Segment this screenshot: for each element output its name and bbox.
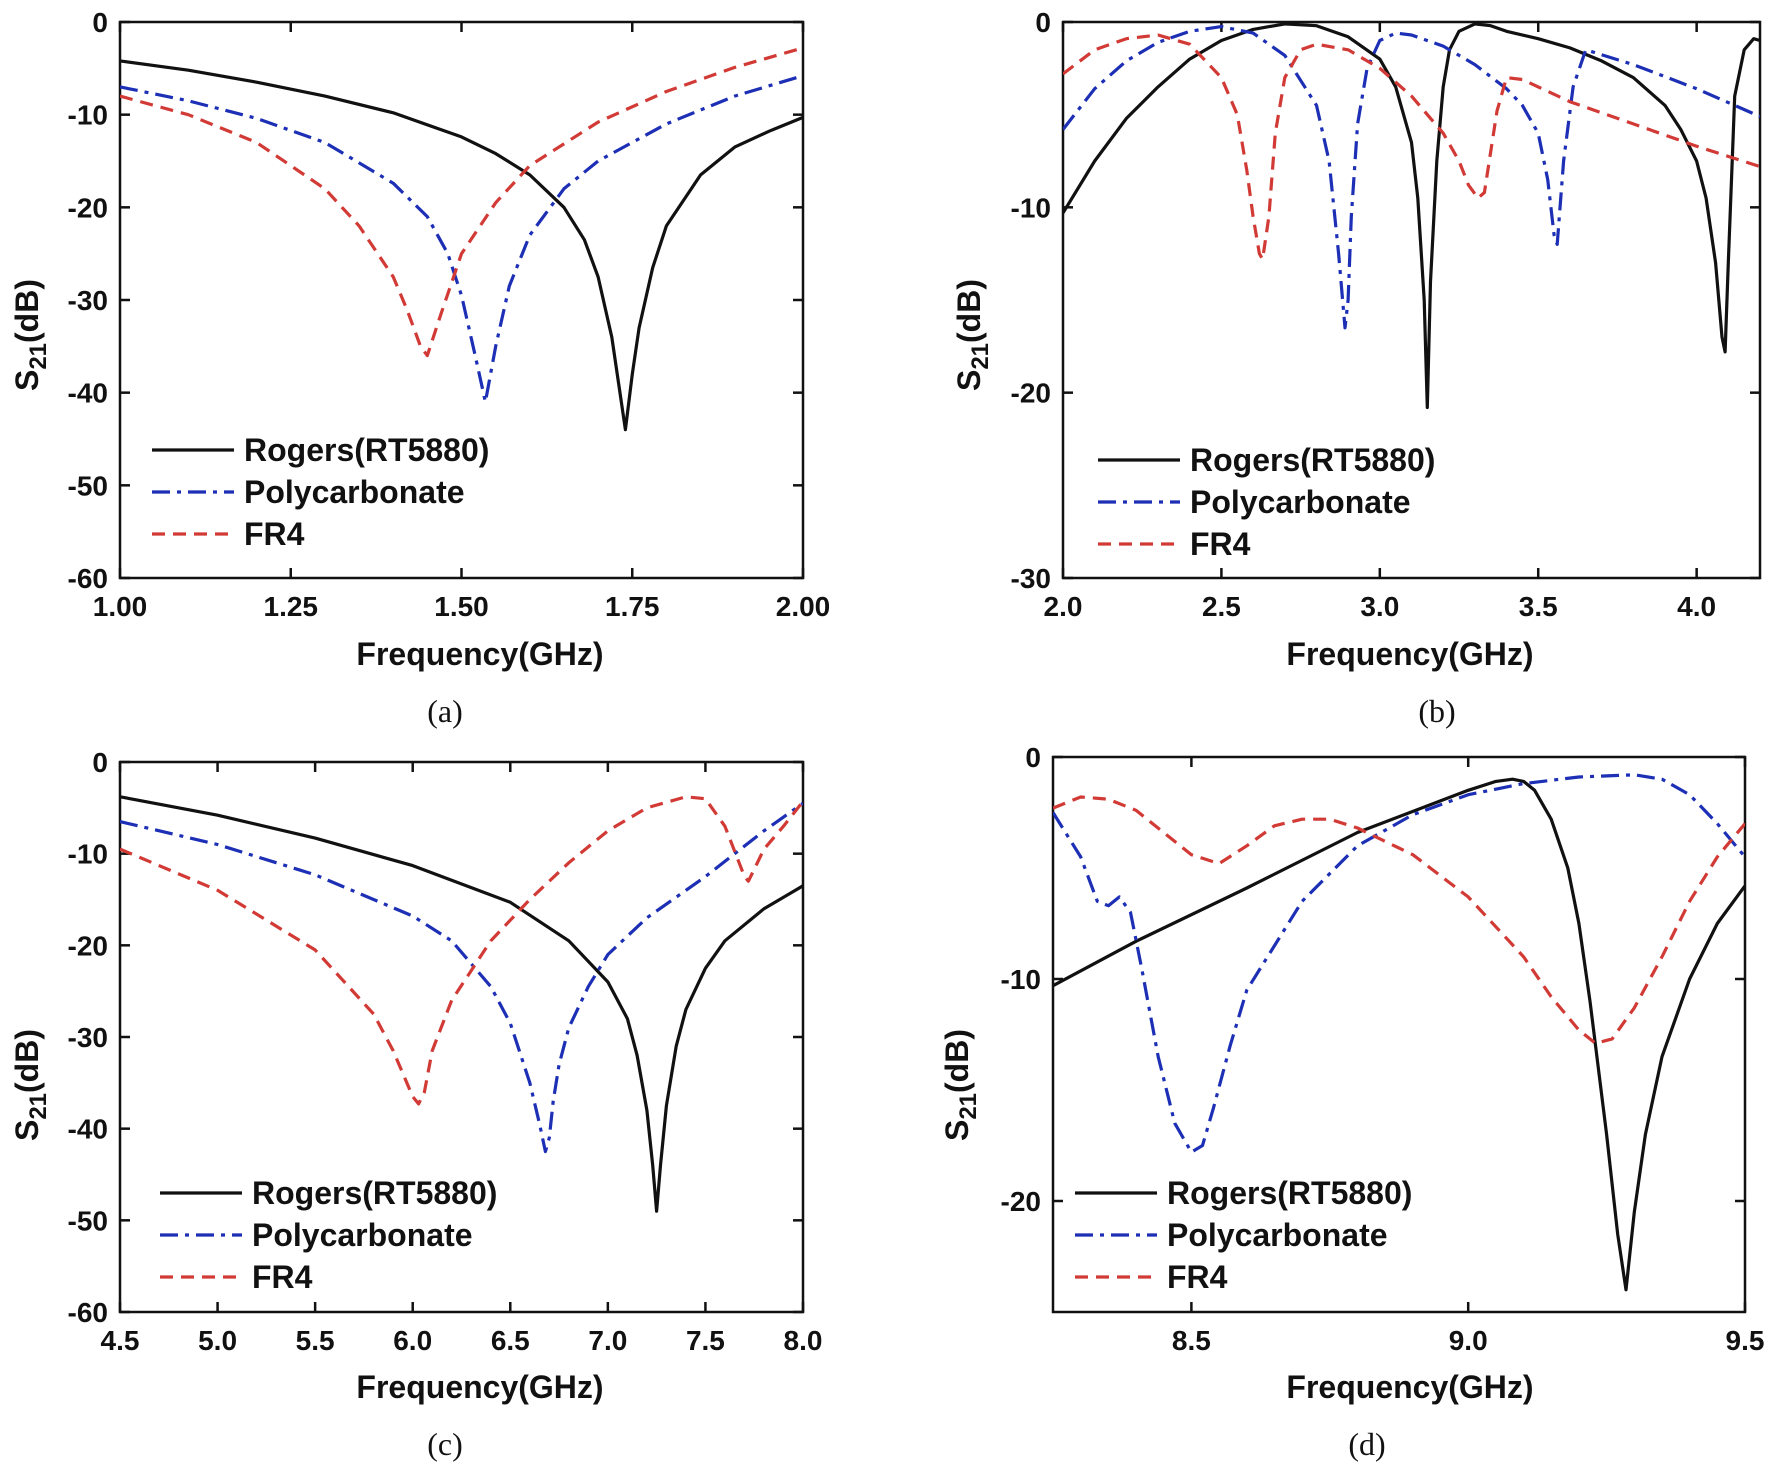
x-tick-label: 4.5 xyxy=(101,1325,140,1356)
series-line-polycarbonate xyxy=(1053,773,1745,1154)
y-tick-label: -10 xyxy=(1001,964,1041,995)
y-tick-label: -50 xyxy=(68,470,108,501)
x-tick-label: 8.5 xyxy=(1172,1325,1211,1356)
series-line-polycarbonate xyxy=(1063,25,1760,330)
x-tick-label: 2.00 xyxy=(776,591,831,622)
y-tick-label: 0 xyxy=(1025,742,1041,773)
y-axis-title-subscript: 21 xyxy=(955,1093,982,1120)
y-tick-label: -10 xyxy=(1011,192,1051,223)
y-tick-label: -60 xyxy=(68,1297,108,1328)
legend-label-rogers: Rogers(RT5880) xyxy=(244,432,489,468)
legend-label-polycarbonate: Polycarbonate xyxy=(1167,1217,1388,1253)
y-axis-title-main: S xyxy=(9,1120,45,1141)
y-axis-title-main: S xyxy=(9,370,45,391)
y-axis-title-unit: (dB) xyxy=(9,1029,45,1093)
plot-frame xyxy=(1061,20,1762,580)
x-tick-label: 6.5 xyxy=(491,1325,530,1356)
x-tick-label: 6.0 xyxy=(393,1325,432,1356)
y-axis-title-unit: (dB) xyxy=(939,1029,975,1093)
x-tick-label: 4.0 xyxy=(1677,591,1716,622)
y-tick-label: -60 xyxy=(68,563,108,594)
x-tick-label: 5.5 xyxy=(296,1325,335,1356)
plot-frame xyxy=(1051,755,1747,1314)
x-tick-label: 9.5 xyxy=(1726,1325,1765,1356)
series-line-polycarbonate xyxy=(120,74,803,404)
y-axis-title-main: S xyxy=(939,1120,975,1141)
y-axis-title-subscript: 21 xyxy=(967,343,994,370)
legend-label-fr4: FR4 xyxy=(1167,1259,1228,1295)
series-line-rogers xyxy=(120,59,803,432)
y-tick-label: 0 xyxy=(92,7,108,38)
x-tick-label: 2.5 xyxy=(1202,591,1241,622)
legend-label-rogers: Rogers(RT5880) xyxy=(252,1175,497,1211)
x-tick-label: 7.0 xyxy=(588,1325,627,1356)
y-axis-title-subscript: 21 xyxy=(25,1093,52,1120)
x-tick-label: 8.0 xyxy=(784,1325,823,1356)
y-tick-label: -50 xyxy=(68,1205,108,1236)
chart-panel-a: 1.00 1.25 1.50 1.75 2.00 0 -10 -20 -30 -40 -50 -60 R… xyxy=(9,7,830,729)
x-axis-title: Frequency(GHz) xyxy=(356,1369,603,1405)
y-axis-title-main: S xyxy=(951,370,987,391)
legend-label-polycarbonate: Polycarbonate xyxy=(1190,484,1411,520)
y-axis-title: S21(dB) xyxy=(9,279,52,391)
legend-label-fr4: FR4 xyxy=(252,1259,313,1295)
x-tick-label: 7.5 xyxy=(686,1325,725,1356)
series-line-rogers xyxy=(120,795,803,1213)
chart-panel-b: 2.0 2.5 3.0 3.5 4.0 0 -10 -20 -30 Rogers(RT5880) P… xyxy=(951,7,1762,729)
y-axis-title: S21(dB) xyxy=(9,1029,52,1141)
y-tick-label: -20 xyxy=(1011,378,1051,409)
x-axis-title: Frequency(GHz) xyxy=(1286,1369,1533,1405)
legend-label-fr4: FR4 xyxy=(1190,526,1251,562)
y-axis-title-unit: (dB) xyxy=(951,279,987,343)
y-axis-title: S21(dB) xyxy=(951,279,994,391)
y-tick-label: 0 xyxy=(92,747,108,778)
x-tick-label: 3.5 xyxy=(1519,591,1558,622)
x-tick-label: 1.00 xyxy=(93,591,148,622)
y-tick-label: -30 xyxy=(68,1022,108,1053)
panel-caption: (d) xyxy=(1348,1426,1385,1462)
y-tick-label: -20 xyxy=(68,930,108,961)
series-line-fr4 xyxy=(1053,795,1745,1045)
series-line-rogers xyxy=(1063,22,1760,410)
y-tick-label: -40 xyxy=(68,1114,108,1145)
y-tick-label: -30 xyxy=(1011,563,1051,594)
y-axis-title-subscript: 21 xyxy=(25,343,52,370)
series-line-fr4 xyxy=(120,46,803,358)
x-axis-title: Frequency(GHz) xyxy=(1286,636,1533,672)
legend-label-fr4: FR4 xyxy=(244,516,305,552)
series-line-rogers xyxy=(1053,777,1745,1292)
y-tick-label: 0 xyxy=(1035,7,1051,38)
panel-caption: (a) xyxy=(427,693,463,729)
x-tick-label: 1.25 xyxy=(264,591,319,622)
legend-label-rogers: Rogers(RT5880) xyxy=(1190,442,1435,478)
legend-label-polycarbonate: Polycarbonate xyxy=(252,1217,473,1253)
y-axis-title-unit: (dB) xyxy=(9,279,45,343)
x-tick-label: 3.0 xyxy=(1360,591,1399,622)
x-tick-label: 9.0 xyxy=(1449,1325,1488,1356)
y-tick-label: -30 xyxy=(68,285,108,316)
series-line-fr4 xyxy=(1063,33,1760,261)
x-tick-label: 1.50 xyxy=(434,591,489,622)
legend-label-rogers: Rogers(RT5880) xyxy=(1167,1175,1412,1211)
chart-panel-d: 8.5 9.0 9.5 0 -10 -20 Rogers(RT5880) Polycarbon… xyxy=(939,742,1764,1462)
y-tick-label: -40 xyxy=(68,378,108,409)
y-tick-label: -10 xyxy=(68,839,108,870)
x-axis-title: Frequency(GHz) xyxy=(356,636,603,672)
panel-caption: (c) xyxy=(427,1426,463,1462)
legend-label-polycarbonate: Polycarbonate xyxy=(244,474,465,510)
chart-panel-c: 4.5 5.0 5.5 6.0 6.5 7.0 7.5 8.0 0 -10 -20 -30 -40 -50… xyxy=(9,747,822,1462)
y-tick-label: -20 xyxy=(1001,1186,1041,1217)
y-tick-label: -20 xyxy=(68,192,108,223)
x-tick-label: 1.75 xyxy=(605,591,660,622)
panel-caption: (b) xyxy=(1418,693,1455,729)
y-tick-label: -10 xyxy=(68,100,108,131)
y-axis-title: S21(dB) xyxy=(939,1029,982,1141)
x-tick-label: 2.0 xyxy=(1044,591,1083,622)
x-tick-label: 5.0 xyxy=(198,1325,237,1356)
series-line-polycarbonate xyxy=(120,801,803,1154)
